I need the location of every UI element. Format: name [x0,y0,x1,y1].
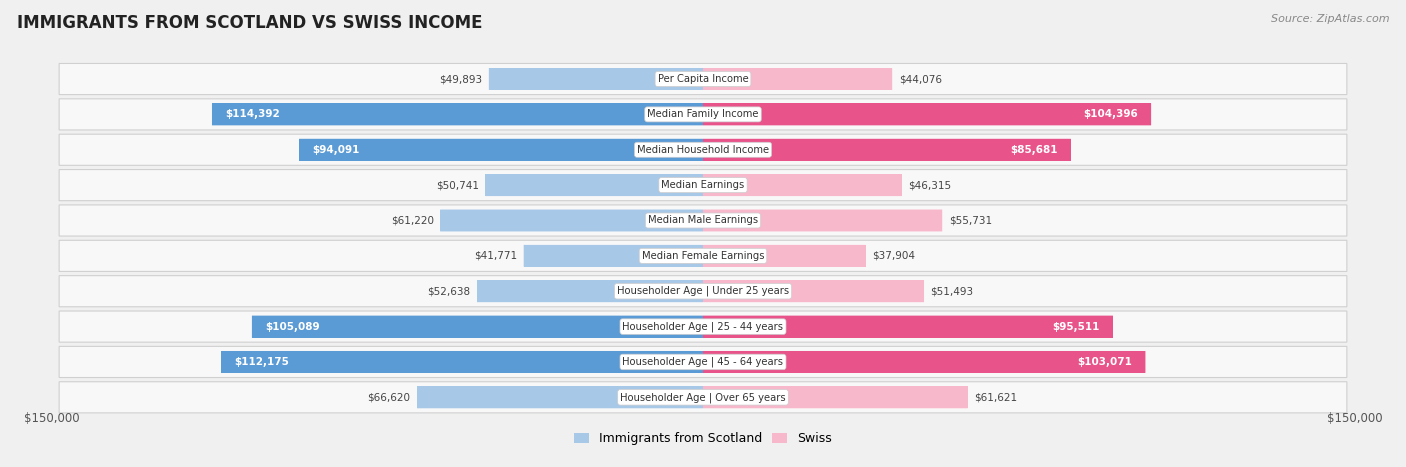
Text: $52,638: $52,638 [427,286,471,296]
Bar [703,316,1114,338]
FancyBboxPatch shape [703,280,924,302]
FancyBboxPatch shape [703,139,1071,161]
Text: Householder Age | Over 65 years: Householder Age | Over 65 years [620,392,786,403]
Text: IMMIGRANTS FROM SCOTLAND VS SWISS INCOME: IMMIGRANTS FROM SCOTLAND VS SWISS INCOME [17,14,482,32]
Text: $37,904: $37,904 [872,251,915,261]
Text: $150,000: $150,000 [24,412,79,425]
Text: Median Household Income: Median Household Income [637,145,769,155]
Text: Median Female Earnings: Median Female Earnings [641,251,765,261]
Bar [703,210,942,232]
Text: Householder Age | Under 25 years: Householder Age | Under 25 years [617,286,789,297]
Text: $104,396: $104,396 [1084,109,1139,120]
FancyBboxPatch shape [59,382,1347,413]
Bar [703,386,967,408]
FancyBboxPatch shape [703,386,967,408]
FancyBboxPatch shape [523,245,703,267]
Text: $95,511: $95,511 [1053,322,1099,332]
FancyBboxPatch shape [59,241,1347,271]
Bar [418,386,703,408]
Text: $114,392: $114,392 [225,109,280,120]
FancyBboxPatch shape [703,351,1146,373]
FancyBboxPatch shape [703,68,893,90]
Bar [212,103,703,125]
Text: $51,493: $51,493 [931,286,973,296]
Text: $105,089: $105,089 [264,322,319,332]
Bar [703,174,901,196]
Bar [222,351,703,373]
Bar [703,103,1152,125]
FancyBboxPatch shape [59,64,1347,95]
FancyBboxPatch shape [59,134,1347,165]
Legend: Immigrants from Scotland, Swiss: Immigrants from Scotland, Swiss [569,427,837,451]
FancyBboxPatch shape [703,103,1152,125]
FancyBboxPatch shape [299,139,703,161]
Text: $112,175: $112,175 [235,357,290,367]
FancyBboxPatch shape [703,316,1114,338]
Text: $150,000: $150,000 [1327,412,1382,425]
FancyBboxPatch shape [418,386,703,408]
FancyBboxPatch shape [212,103,703,125]
Bar [485,174,703,196]
Text: $49,893: $49,893 [439,74,482,84]
FancyBboxPatch shape [440,210,703,232]
Text: $61,220: $61,220 [391,215,434,226]
Bar [477,280,703,302]
FancyBboxPatch shape [59,276,1347,307]
Text: $55,731: $55,731 [949,215,991,226]
Text: $50,741: $50,741 [436,180,479,190]
Bar [703,139,1071,161]
Bar [440,210,703,232]
Bar [489,68,703,90]
Text: Source: ZipAtlas.com: Source: ZipAtlas.com [1271,14,1389,24]
Text: Median Male Earnings: Median Male Earnings [648,215,758,226]
Text: $85,681: $85,681 [1011,145,1057,155]
Text: $66,620: $66,620 [367,392,411,402]
Bar [703,245,866,267]
Text: $103,071: $103,071 [1077,357,1133,367]
FancyBboxPatch shape [252,316,703,338]
Text: $41,771: $41,771 [474,251,517,261]
Bar [299,139,703,161]
Text: Householder Age | 45 - 64 years: Householder Age | 45 - 64 years [623,357,783,367]
FancyBboxPatch shape [59,347,1347,377]
FancyBboxPatch shape [477,280,703,302]
Text: Median Family Income: Median Family Income [647,109,759,120]
Text: $44,076: $44,076 [898,74,942,84]
FancyBboxPatch shape [59,311,1347,342]
Text: $94,091: $94,091 [312,145,360,155]
Bar [703,68,893,90]
FancyBboxPatch shape [59,99,1347,130]
FancyBboxPatch shape [59,205,1347,236]
Bar [703,351,1146,373]
FancyBboxPatch shape [703,174,901,196]
Text: $61,621: $61,621 [974,392,1017,402]
Text: $46,315: $46,315 [908,180,952,190]
Bar [252,316,703,338]
Text: Per Capita Income: Per Capita Income [658,74,748,84]
FancyBboxPatch shape [703,210,942,232]
Bar [523,245,703,267]
FancyBboxPatch shape [703,245,866,267]
FancyBboxPatch shape [489,68,703,90]
Text: Householder Age | 25 - 44 years: Householder Age | 25 - 44 years [623,321,783,332]
FancyBboxPatch shape [222,351,703,373]
Bar [703,280,924,302]
FancyBboxPatch shape [59,170,1347,201]
Text: Median Earnings: Median Earnings [661,180,745,190]
FancyBboxPatch shape [485,174,703,196]
